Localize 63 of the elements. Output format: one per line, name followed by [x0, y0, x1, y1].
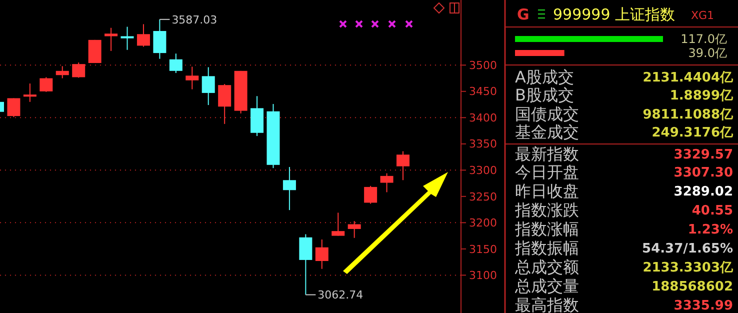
candlestick [169, 53, 182, 74]
candlestick [40, 76, 53, 92]
text: 2133.3303亿 [642, 260, 734, 276]
text: 54.37/1.65% [642, 242, 733, 257]
candlestick [380, 172, 394, 193]
candlestick [218, 84, 232, 124]
candlestick [104, 27, 118, 52]
text: XG1 [691, 8, 714, 22]
candlestick [136, 24, 150, 48]
chart-title: 999999 上证指数 [553, 5, 676, 24]
text: 总成交额 [514, 258, 579, 277]
annotation: 3587.03 [172, 13, 218, 26]
candlestick [56, 66, 69, 79]
text: 1.8899亿 [670, 88, 734, 104]
candlestick [396, 150, 410, 181]
data-label: 39.0亿 [688, 46, 727, 60]
text: 3329.57 [674, 148, 733, 163]
candlestick [23, 83, 36, 102]
y-tick-label: 3500 [469, 58, 497, 72]
text: 3307.30 [674, 166, 733, 181]
candlestick [186, 66, 199, 90]
text: 3289.02 [674, 184, 733, 200]
y-tick-label: 3450 [469, 85, 497, 98]
text: 总成交量 [514, 276, 579, 296]
candlestick [153, 18, 166, 60]
text: B股成交 [515, 86, 574, 105]
text: 指数振幅 [514, 238, 579, 258]
candlestick [282, 166, 296, 211]
y-tick-label: 3200 [469, 216, 497, 230]
text: G [517, 5, 530, 24]
candlestick [332, 212, 345, 236]
y-tick-label: 3350 [469, 138, 497, 151]
text: 基金成交 [515, 122, 579, 142]
annotation: 3062.74 [318, 288, 364, 302]
y-tick-label: 3300 [469, 164, 497, 178]
y-tick-label: 3400 [469, 111, 497, 124]
data-label: 117.0亿 [680, 32, 727, 46]
text: 指数涨跌 [514, 200, 579, 220]
text: 9811.1088亿 [642, 108, 734, 123]
text: 3335.99 [674, 298, 733, 313]
candlestick [7, 98, 20, 118]
text: 1.23% [688, 222, 733, 238]
text: 249.3176亿 [652, 126, 734, 141]
text: 2131.4404亿 [642, 70, 734, 86]
candlestick [364, 185, 378, 204]
candlestick [202, 66, 215, 106]
candlestick [120, 26, 134, 50]
text: 今日开盘 [515, 162, 579, 182]
text: 最新指数 [515, 144, 579, 164]
text: 188568602 [652, 280, 733, 295]
candlestick [348, 220, 361, 238]
y-tick-label: 3150 [469, 242, 497, 256]
text: 国债成交 [515, 104, 579, 124]
candlestick [315, 238, 328, 270]
candlestick [299, 234, 312, 296]
text: A股成交 [515, 68, 574, 87]
text: 40.55 [692, 204, 733, 219]
candlestick [72, 62, 86, 78]
y-tick-label: 3250 [469, 190, 497, 204]
text: 指数涨幅 [514, 220, 579, 239]
text: 最高指数 [515, 296, 579, 313]
y-tick-label: 3100 [469, 269, 497, 282]
text: 昨日收盘 [515, 182, 579, 201]
